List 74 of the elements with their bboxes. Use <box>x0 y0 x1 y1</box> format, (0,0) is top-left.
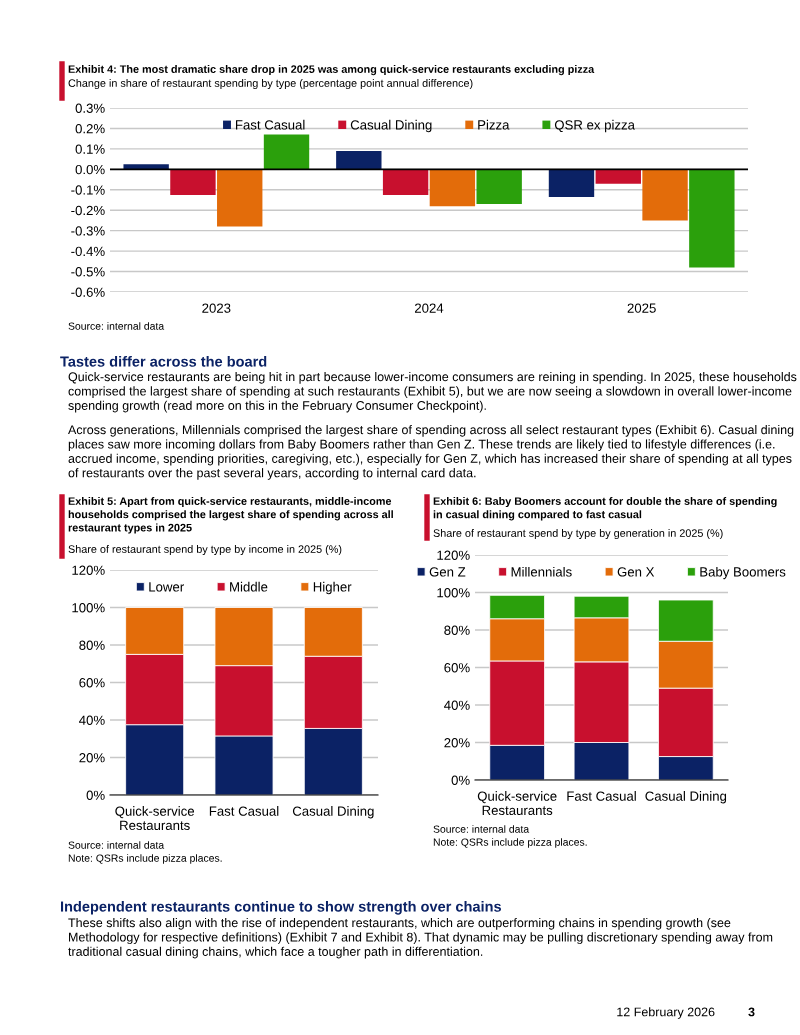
bar <box>476 169 522 205</box>
text: Quick-service restaurants are being hit in part because lower-income consumers are reining in spending. In 2025, these households comprised the largest share of spending at such restaurants (Exhibit 5), but we are now seeing a slowdown in overall lower-income spending growth (read more on this in the February Consumer Checkpoint). <box>68 372 797 413</box>
y-tick-label: -0.6% <box>71 287 105 297</box>
bar <box>217 169 263 227</box>
legend-label: Casual Dining <box>350 119 432 133</box>
x-tick-label: Fast Casual <box>567 791 636 801</box>
source-note: Source: internal data <box>68 322 165 330</box>
x-tick-label: 2023 <box>202 303 231 313</box>
bar <box>642 169 688 221</box>
legend-label: Fast Casual <box>236 119 305 130</box>
y-tick-label: 20% <box>444 738 470 748</box>
x-tick-label: Quick-service Restaurants <box>115 806 195 831</box>
bar <box>263 134 310 170</box>
bar <box>336 150 382 170</box>
y-tick-label: 120% <box>437 550 470 560</box>
text: These shifts also align with the rise of independent restaurants, which are outperforming chains in spending growth (see Methodology for respective definitions) (Exhibit 7 and Exhibit 8). That dynamic may be pulling discretionary spending away from traditional casual dining chains, which face a tougher path in differentiation. <box>68 918 773 959</box>
chart-subtitle: Share of restaurant spend by type by income in 2025 (%) <box>68 545 342 556</box>
bar <box>689 169 735 268</box>
y-tick-label: -0.4% <box>71 246 105 257</box>
y-tick-label: 60% <box>444 663 470 673</box>
y-tick-label: -0.3% <box>71 226 105 236</box>
x-tick-label: Quick-service Restaurants <box>477 791 557 816</box>
legend-label: Pizza <box>478 119 510 130</box>
chart-title: Exhibit 5: Apart from quick-service restaurants, middle-income households comprised the largest share of spending across all restaurant types in 2025 <box>68 497 393 534</box>
bar <box>429 169 476 207</box>
text: Note: QSRs include pizza places. <box>433 838 587 848</box>
y-tick-label: 80% <box>79 640 105 650</box>
chart-title: Exhibit 6: Baby Boomers account for double the share of spending in casual dining compared to fast casual <box>433 497 777 521</box>
y-tick-label: 40% <box>79 715 105 725</box>
y-tick-label: 0.1% <box>75 144 105 154</box>
y-tick-label: -0.2% <box>71 205 105 216</box>
legend-label: Lower <box>149 582 184 592</box>
bar <box>382 169 429 195</box>
legend-label: Millennials <box>511 566 572 577</box>
bar <box>123 164 169 170</box>
bar <box>170 169 216 195</box>
x-tick-label: Casual Dining <box>292 806 374 819</box>
y-tick-label: -0.5% <box>71 267 105 277</box>
y-tick-label: -0.1% <box>71 185 105 195</box>
chart-subtitle: Change in share of restaurant spending by type (percentage point annual difference) <box>68 79 473 90</box>
y-tick-label: 40% <box>444 700 470 710</box>
legend-label: Higher <box>313 581 352 595</box>
legend-label: QSR ex pizza <box>554 119 635 133</box>
chart-title: Exhibit 4: The most dramatic share drop in 2025 was among quick-service restaurants excluding pizza <box>68 65 595 76</box>
y-tick-label: 0% <box>86 790 105 800</box>
text: Independent restaurants continue to show strength over chains <box>60 901 502 915</box>
y-tick-label: 100% <box>437 588 470 598</box>
text: 3 <box>748 1007 755 1017</box>
y-tick-label: 0.0% <box>75 164 105 175</box>
text: Note: QSRs include pizza places. <box>68 854 222 864</box>
y-tick-label: 60% <box>79 678 105 688</box>
bar <box>548 169 595 197</box>
legend-label: Middle <box>230 581 268 592</box>
chart-subtitle: Share of restaurant spend by type by generation in 2025 (%) <box>433 529 723 540</box>
legend-label: Gen X <box>617 567 655 577</box>
y-tick-label: 0.2% <box>75 124 105 134</box>
y-tick-label: 80% <box>444 625 470 635</box>
x-tick-label: Fast Casual <box>209 806 279 816</box>
text: Across generations, Millennials comprised the largest share of spending across all select restaurant types (Exhibit 6). Casual dining places saw more incoming dollars from Baby Boomers rather than Gen Z. These trends are likely tied to lifestyle differences (i.e. accrued income, spending priorities, caregiving, etc.), especially for Gen Z, which has increased their share of spending at all types of restaurants over the past several years, according to internal card data. <box>68 425 794 480</box>
x-tick-label: 2024 <box>414 303 444 313</box>
legend-label: Gen Z <box>429 567 466 577</box>
y-tick-label: 0% <box>451 775 470 785</box>
source-note: Source: internal data <box>433 825 530 833</box>
y-tick-label: 100% <box>72 603 105 613</box>
y-tick-label: 20% <box>79 753 105 763</box>
legend-label: Baby Boomers <box>700 566 786 580</box>
x-tick-label: 2025 <box>627 303 656 313</box>
y-tick-label: 0.3% <box>75 103 105 113</box>
text: 12 February 2026 <box>617 1007 715 1019</box>
text: Tastes differ across the board <box>60 356 267 367</box>
x-tick-label: Casual Dining <box>645 791 727 804</box>
y-tick-label: 120% <box>72 565 105 575</box>
bar <box>595 169 641 184</box>
source-note: Source: internal data <box>68 841 165 849</box>
